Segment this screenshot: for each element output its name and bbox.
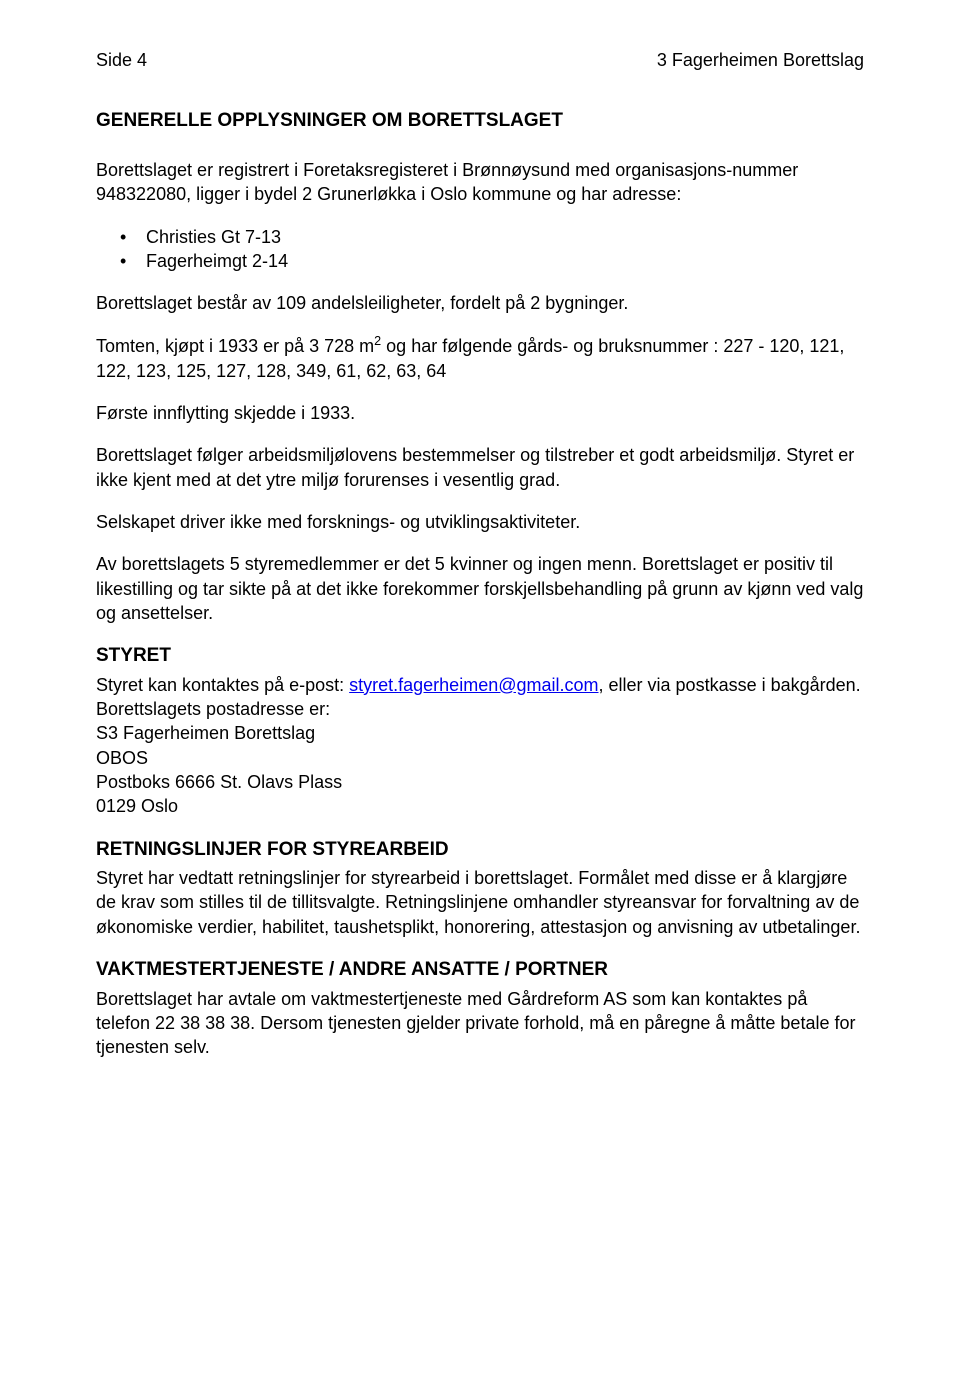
vaktmester-body: Borettslaget har avtale om vaktmestertje… <box>96 987 864 1060</box>
styret-pre-text: Styret kan kontaktes på e-post: <box>96 675 349 695</box>
styret-contact-paragraph: Styret kan kontaktes på e-post: styret.f… <box>96 673 864 722</box>
address-line: 0129 Oslo <box>96 794 864 818</box>
arbeidsmiljo-paragraph: Borettslaget følger arbeidsmiljølovens b… <box>96 443 864 492</box>
address-line: Postboks 6666 St. Olavs Plass <box>96 770 864 794</box>
tomten-paragraph: Tomten, kjøpt i 1933 er på 3 728 m2 og h… <box>96 333 864 383</box>
styremedlemmer-paragraph: Av borettslagets 5 styremedlemmer er det… <box>96 552 864 625</box>
tomten-pre: Tomten, kjøpt i 1933 er på 3 728 m <box>96 336 374 356</box>
address-line: OBOS <box>96 746 864 770</box>
first-move-paragraph: Første innflytting skjedde i 1933. <box>96 401 864 425</box>
retningslinjer-title: RETNINGSLINJER FOR STYREARBEID <box>96 837 864 863</box>
intro-paragraph: Borettslaget er registrert i Foretaksreg… <box>96 158 864 207</box>
units-paragraph: Borettslaget består av 109 andelsleiligh… <box>96 291 864 315</box>
vaktmester-title: VAKTMESTERTJENESTE / ANDRE ANSATTE / POR… <box>96 957 864 983</box>
styret-title: STYRET <box>96 643 864 669</box>
styret-email-link[interactable]: styret.fagerheimen@gmail.com <box>349 675 598 695</box>
address-list: Christies Gt 7-13 Fagerheimgt 2-14 <box>96 225 864 274</box>
forskning-paragraph: Selskapet driver ikke med forsknings- og… <box>96 510 864 534</box>
page-header: Side 4 3 Fagerheimen Borettslag <box>96 48 864 72</box>
address-line: S3 Fagerheimen Borettslag <box>96 721 864 745</box>
main-title: GENERELLE OPPLYSNINGER OM BORETTSLAGET <box>96 108 864 134</box>
list-item: Christies Gt 7-13 <box>120 225 864 249</box>
list-item: Fagerheimgt 2-14 <box>120 249 864 273</box>
header-left: Side 4 <box>96 48 147 72</box>
header-right: 3 Fagerheimen Borettslag <box>657 48 864 72</box>
retningslinjer-body: Styret har vedtatt retningslinjer for st… <box>96 866 864 939</box>
postal-address-block: S3 Fagerheimen Borettslag OBOS Postboks … <box>96 721 864 818</box>
